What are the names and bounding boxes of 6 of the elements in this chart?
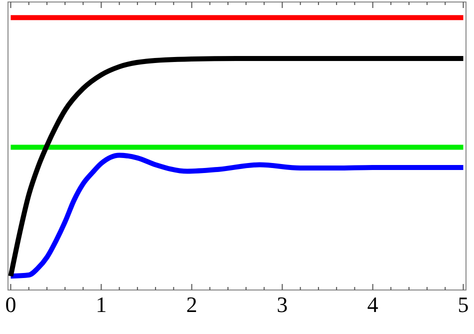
x-tick-label: 1 <box>96 292 107 317</box>
x-tick-label: 2 <box>186 292 198 317</box>
x-tick-label: 5 <box>458 292 469 317</box>
x-tick-label: 4 <box>367 292 378 317</box>
x-tick-label: 3 <box>276 292 288 317</box>
x-tick-label: 0 <box>5 292 16 317</box>
